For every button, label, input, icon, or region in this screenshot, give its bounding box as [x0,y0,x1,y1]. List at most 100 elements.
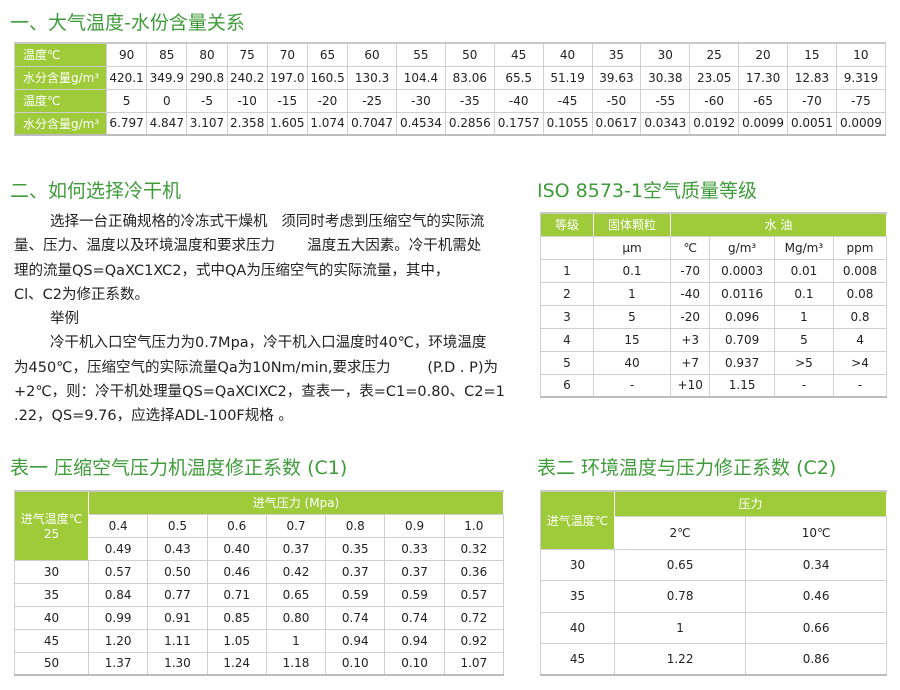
table-cell: 0.57 [443,582,505,607]
table-cell: -65 [738,88,788,113]
table-cell: -20 [306,88,349,113]
table-cell: 80 [186,42,228,67]
table-cell: 0.57 [87,559,149,584]
header-cell: 进气压力 (Mpa) [88,490,504,515]
table-cell: 0.86 [745,643,887,676]
unit-cell [540,235,594,260]
header-cell: 固体颗粒 [593,212,671,237]
corner-value: 25 [43,527,60,542]
table-cell: 0.32 [443,536,505,561]
table-cell: 3.107 [186,111,228,136]
table-cell: >5 [773,350,835,375]
table-row: 水分含量g/m³ 420.1 349.9 290.8 240.2 197.0 160.5 13… [14,65,887,90]
table-row: 30 0.65 0.34 [540,548,887,581]
table-row: 水分含量g/m³ 6.797 4.847 3.107 2.358 1.605 1.074 0.… [14,111,887,136]
section2-title: 二、如何选择冷干机 [10,180,182,202]
table-cell: 1.24 [206,651,267,676]
paragraph-line: 冷干机入口空气压力为0.7Mpa，冷干机入口温度时40℃，环境温度 [50,335,487,352]
unit-cell: µm [593,235,671,260]
table-row: 30 0.57 0.50 0.46 0.42 0.37 0.37 0.36 [14,559,505,584]
table-cell: 0.0617 [591,111,642,136]
temp-cell: 40 [540,611,615,644]
table-cell: 1 [593,281,671,306]
table-cell: 0.85 [206,605,267,630]
iso-title: ISO 8573-1空气质量等级 [537,180,757,202]
table-cell: 0.74 [325,605,386,630]
temp-cell: 35 [540,580,615,613]
table-cell: 0.01 [773,258,835,283]
table-cell: -55 [640,88,691,113]
table-cell: 1 [265,628,327,653]
table-row: 50 1.37 1.30 1.24 1.18 0.10 0.10 1.07 [14,651,505,676]
table-cell: -60 [689,88,740,113]
table-cell: 0.7047 [347,111,397,136]
table-cell: 65 [306,42,349,67]
table-cell: 0.1 [773,281,835,306]
table-cell: 40 [542,42,593,67]
table-cell: 420.1 [105,65,148,90]
table-cell: 0.59 [325,582,386,607]
table-cell: 0.2856 [444,111,495,136]
table-cell: 0.1 [593,258,671,283]
table-cell: 0.94 [325,628,386,653]
table-row: 进气温度℃ 压力 [540,490,887,550]
table-cell: -40 [669,281,711,306]
table-cell: 0 [146,88,188,113]
table-cell: 1.22 [613,643,747,676]
table-cell: 40 [593,350,671,375]
pressure-cell: 0.8 [325,513,386,538]
table-cell: 23.05 [689,65,740,90]
column-header: 10℃ [745,515,887,550]
table-cell: 10 [835,42,887,67]
table-cell: 0.49 [87,536,149,561]
table-row: µm ℃ g/m³ Mg/m³ ppm [540,235,887,260]
corner-label: 进气温度℃ [20,512,83,527]
c1-title: 表一 压缩空气压力机温度修正系数 (C1) [10,457,348,479]
table-cell: 2 [540,281,594,306]
table-cell: 290.8 [186,65,228,90]
table-cell: -25 [347,88,397,113]
table-row: 0.4 0.5 0.6 0.7 0.8 0.9 1.0 [15,513,505,538]
row-header: 温度℃ [14,42,107,67]
pressure-cell: 0.9 [384,513,445,538]
section1-title: 一、大气温度-水份含量关系 [10,12,245,34]
table-row: 3 5 -20 0.096 1 0.8 [540,304,887,329]
table-cell: 0.008 [833,258,887,283]
table-row: 45 1.22 0.86 [540,643,887,676]
table-cell: -70 [787,88,837,113]
paragraph-line: 选择一台正确规格的冷冻式干燥机 须同时考虑到压缩空气的实际流 [50,214,485,230]
table-cell: 15 [593,327,671,352]
table-cell: 12.83 [787,65,837,90]
table-cell: 5 [593,304,671,329]
table-cell: 1.05 [206,628,267,653]
paragraph-line: 量、压力、温度以及环境温度和要求压力 温度五大因素。冷干机需处 [14,238,482,255]
temp-cell: 50 [14,651,89,676]
table-cell: 0.1757 [493,111,544,136]
pressure-cell: 0.5 [147,513,208,538]
table-cell: 6 [540,373,594,398]
pressure-cell: 0.6 [206,513,267,538]
temp-cell: 30 [14,559,89,584]
table-cell: 4.847 [146,111,188,136]
table-cell: - [833,373,887,398]
table-cell: 1.07 [443,651,505,676]
unit-cell: g/m³ [709,235,775,260]
table-row: 35 0.84 0.77 0.71 0.65 0.59 0.59 0.57 [14,582,505,607]
table-cell: -15 [266,88,308,113]
row-header: 水分含量g/m³ [14,65,107,90]
pressure-cell: 0.4 [87,513,149,538]
table-cell: 0.84 [87,582,149,607]
table-cell: 35 [591,42,642,67]
table-cell: 0.0003 [709,258,775,283]
table-cell: 0.46 [745,580,887,613]
table-cell: 0.4534 [396,111,446,136]
table-cell: 9.319 [835,65,887,90]
pressure-cell: 1.0 [443,513,505,538]
table-cell: 0.33 [384,536,445,561]
table-cell: 0.0009 [835,111,887,136]
table-row: 35 0.78 0.46 [540,580,887,613]
c2-correction-table: 进气温度℃ 压力 2℃ 10℃ 30 0.65 0.34 35 0.78 0.46 40 1 0.66 4… [540,490,887,676]
table-cell: 90 [105,42,148,67]
table-cell: 4 [540,327,594,352]
table-cell: 45 [493,42,544,67]
